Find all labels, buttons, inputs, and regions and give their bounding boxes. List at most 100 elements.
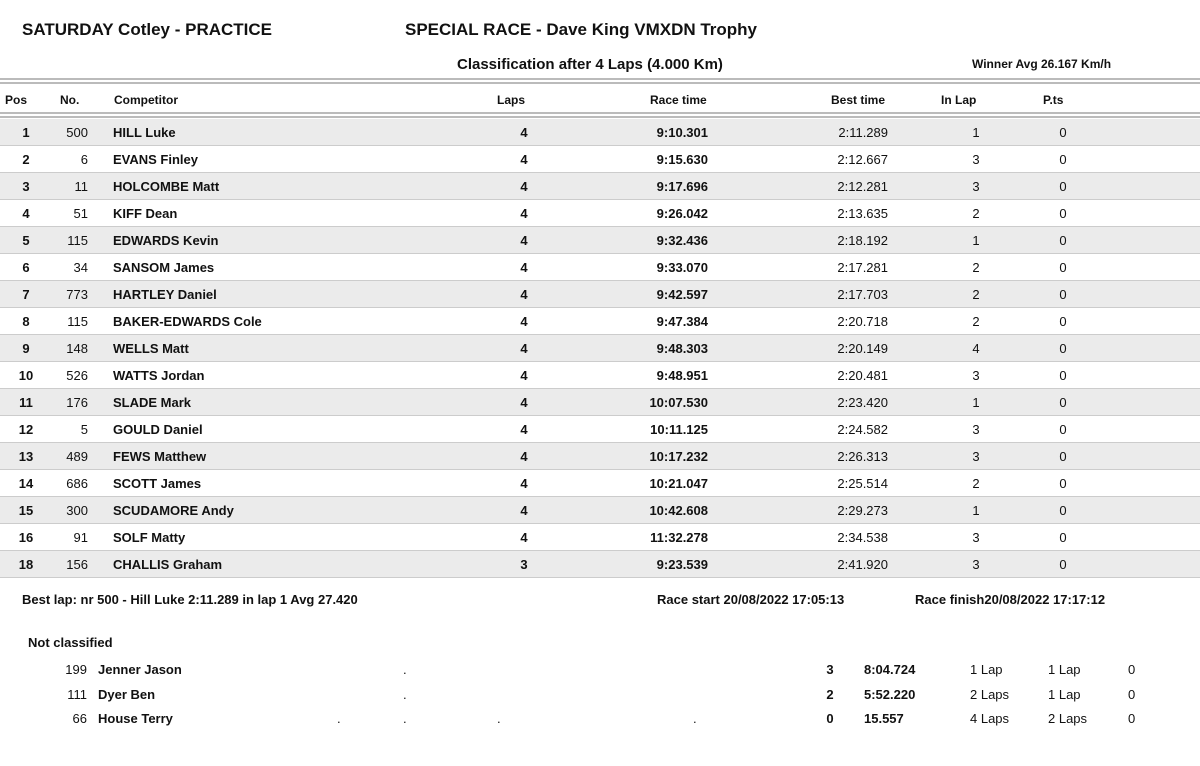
cell-laps: 4 — [520, 287, 528, 302]
table-row: 8 115 BAKER-EDWARDS Cole 4 9:47.384 2:20.718 2… — [0, 308, 1200, 335]
cell-pts: 0 — [1059, 341, 1067, 356]
cell-no: 489 — [66, 449, 88, 464]
table-row: 13 489 FEWS Matthew 4 10:17.232 2:26.313 3 0 — [0, 443, 1200, 470]
cell-name: EVANS Finley — [113, 152, 199, 167]
cell-laps: 4 — [520, 179, 528, 194]
cell-no: 199 — [65, 662, 87, 677]
cell-dot: . — [497, 711, 501, 726]
cell-no: 91 — [73, 530, 88, 545]
cell-laps: 3 — [520, 557, 528, 572]
cell-dot: . — [403, 711, 407, 726]
cell-pos: 9 — [22, 341, 30, 356]
cell-name: SCOTT James — [113, 476, 202, 491]
cell-laps: 4 — [520, 233, 528, 248]
cell-race-time: 9:42.597 — [656, 287, 708, 302]
best-lap-info: Best lap: nr 500 - Hill Luke 2:11.289 in… — [22, 592, 358, 607]
cell-race-time: 10:42.608 — [649, 503, 708, 518]
cell-no: 51 — [73, 206, 88, 221]
cell-race-time: 9:10.301 — [656, 125, 708, 140]
cell-dot: . — [403, 686, 407, 702]
cell-best-time: 2:20.481 — [837, 368, 888, 383]
classification-title: Classification after 4 Laps (4.000 Km) — [457, 56, 723, 73]
cell-race-time: 9:23.539 — [656, 557, 708, 572]
cell-laps: 2 — [826, 686, 834, 702]
divider — [0, 78, 1200, 80]
cell-race-time: 10:21.047 — [649, 476, 708, 491]
cell-b: 1 Lap — [1048, 686, 1081, 702]
table-row: 9 148 WELLS Matt 4 9:48.303 2:20.149 4 0 — [0, 335, 1200, 362]
cell-best-time: 2:18.192 — [837, 233, 888, 248]
cell-pts: 0 — [1059, 314, 1067, 329]
cell-no: 34 — [73, 260, 88, 275]
cell-pos: 18 — [18, 557, 34, 572]
cell-pos: 13 — [18, 449, 34, 464]
cell-pos: 15 — [18, 503, 34, 518]
cell-best-time: 2:17.703 — [837, 287, 888, 302]
cell-best-time: 2:29.273 — [837, 503, 888, 518]
cell-pts: 0 — [1059, 179, 1067, 194]
cell-time: 8:04.724 — [864, 662, 916, 677]
cell-time: 5:52.220 — [864, 686, 916, 702]
table-row: 1 500 HILL Luke 4 9:10.301 2:11.289 1 0 — [0, 119, 1200, 146]
col-pos: Pos — [5, 93, 28, 107]
cell-dot: . — [403, 662, 407, 677]
cell-pts: 0 — [1059, 368, 1067, 383]
table-row: 10 526 WATTS Jordan 4 9:48.951 2:20.481 3 0 — [0, 362, 1200, 389]
cell-laps: 4 — [520, 449, 528, 464]
cell-in-lap: 1 — [972, 395, 980, 410]
cell-in-lap: 1 — [972, 233, 980, 248]
cell-no: 773 — [66, 287, 88, 302]
col-best-time: Best time — [831, 93, 886, 107]
cell-best-time: 2:20.718 — [837, 314, 888, 329]
cell-laps: 4 — [520, 368, 528, 383]
cell-no: 11 — [74, 179, 89, 194]
cell-race-time: 9:33.070 — [656, 260, 708, 275]
cell-name: SOLF Matty — [113, 530, 186, 545]
not-classified-title: Not classified — [28, 635, 113, 650]
cell-pos: 8 — [22, 314, 30, 329]
cell-pos: 2 — [22, 152, 30, 167]
table-row: 5 115 EDWARDS Kevin 4 9:32.436 2:18.192 1 0 — [0, 227, 1200, 254]
cell-name: Jenner Jason — [98, 662, 182, 677]
cell-best-time: 2:12.281 — [837, 179, 888, 194]
cell-pts: 0 — [1059, 206, 1067, 221]
cell-pos: 1 — [22, 125, 30, 140]
cell-best-time: 2:12.667 — [837, 152, 888, 167]
cell-dot: . — [337, 711, 341, 726]
col-competitor: Competitor — [114, 93, 178, 107]
cell-best-time: 2:20.149 — [837, 341, 888, 356]
cell-race-time: 9:48.303 — [656, 341, 708, 356]
cell-best-time: 2:34.538 — [837, 530, 888, 545]
col-pts: P.ts — [1043, 93, 1064, 107]
cell-laps: 4 — [520, 476, 528, 491]
cell-pts: 0 — [1059, 287, 1067, 302]
winner-avg: Winner Avg 26.167 Km/h — [972, 57, 1112, 71]
cell-best-time: 2:23.420 — [837, 395, 888, 410]
cell-race-time: 9:26.042 — [656, 206, 708, 221]
cell-pts: 0 — [1128, 662, 1136, 677]
table-row: 12 5 GOULD Daniel 4 10:11.125 2:24.582 3 0 — [0, 416, 1200, 443]
cell-name: SANSOM James — [113, 260, 215, 275]
table-row: 14 686 SCOTT James 4 10:21.047 2:25.514 2 0 — [0, 470, 1200, 497]
cell-pos: 7 — [22, 287, 30, 302]
cell-no: 156 — [66, 557, 88, 572]
not-classified-row: 66 House Terry 0 15.557 4 Laps 2 Laps 0.... — [0, 709, 1200, 733]
cell-no: 5 — [80, 422, 88, 437]
cell-in-lap: 3 — [972, 557, 980, 572]
cell-pts: 0 — [1059, 152, 1067, 167]
cell-pos: 3 — [22, 179, 30, 194]
cell-pts: 0 — [1059, 503, 1067, 518]
cell-laps: 0 — [826, 711, 834, 726]
table-row: 18 156 CHALLIS Graham 3 9:23.539 2:41.920 3 0 — [0, 551, 1200, 578]
cell-pts: 0 — [1128, 686, 1136, 702]
cell-laps: 3 — [826, 662, 834, 677]
cell-laps: 4 — [520, 152, 528, 167]
cell-no: 6 — [80, 152, 88, 167]
table-row: 6 34 SANSOM James 4 9:33.070 2:17.281 2 0 — [0, 254, 1200, 281]
table-row: 2 6 EVANS Finley 4 9:15.630 2:12.667 3 0 — [0, 146, 1200, 173]
col-laps: Laps — [497, 93, 526, 107]
race-finish: Race finish20/08/2022 17:17:12 — [915, 592, 1106, 607]
cell-laps: 4 — [520, 422, 528, 437]
cell-pts: 0 — [1059, 233, 1067, 248]
cell-a: 4 Laps — [970, 711, 1010, 726]
